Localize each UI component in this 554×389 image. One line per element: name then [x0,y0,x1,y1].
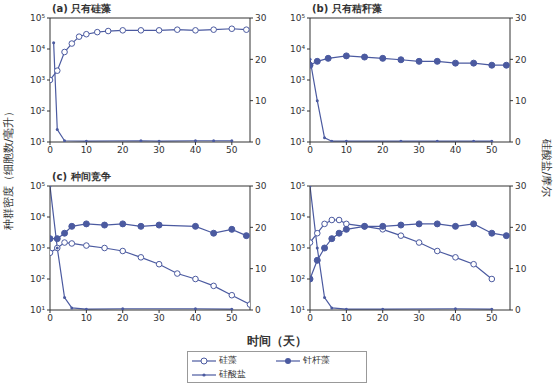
svg-text:10²: 10² [290,274,305,284]
svg-text:20: 20 [377,145,389,155]
svg-text:10³: 10³ [30,243,45,253]
svg-text:30: 30 [255,181,267,191]
svg-text:30: 30 [153,313,165,323]
svg-text:20: 20 [377,313,389,323]
svg-text:40: 40 [450,145,462,155]
svg-text:0: 0 [47,145,53,155]
svg-text:50: 50 [226,313,238,323]
svg-text:10⁵: 10⁵ [30,13,45,23]
html-text:(c) 种间竞争: (c) 种间竞争 [52,171,111,182]
svg-text:10: 10 [255,264,267,274]
svg-text:10⁴: 10⁴ [290,212,305,222]
svg-text:0: 0 [515,305,521,315]
svg-text:10: 10 [341,313,353,323]
svg-text:30: 30 [153,145,165,155]
svg-text:10¹: 10¹ [290,305,305,315]
svg-text:20: 20 [117,145,129,155]
svg-text:30: 30 [515,181,527,191]
svg-text:30: 30 [413,145,425,155]
svg-text:40: 40 [190,145,202,155]
svg-text:0: 0 [47,313,53,323]
svg-text:10²: 10² [30,106,45,116]
svg-text:20: 20 [255,55,267,65]
svg-text:20: 20 [515,55,527,65]
svg-text:10⁴: 10⁴ [30,44,45,54]
svg-text:10: 10 [81,145,93,155]
svg-text:10³: 10³ [30,75,45,85]
svg-text:20: 20 [117,313,129,323]
html-text:时间（天）: 时间（天） [247,334,307,348]
svg-text:10³: 10³ [290,75,305,85]
svg-text:50: 50 [486,145,498,155]
svg-text:10⁵: 10⁵ [290,13,305,23]
svg-text:50: 50 [486,313,498,323]
svg-text:0: 0 [515,137,521,147]
svg-text:10¹: 10¹ [30,137,45,147]
html-text:硅酸盐/摩尔: 硅酸盐/摩尔 [539,138,553,198]
svg-text:10²: 10² [290,106,305,116]
html-text:(a) 只有硅藻: (a) 只有硅藻 [52,3,112,14]
svg-text:10¹: 10¹ [290,137,305,147]
svg-text:20: 20 [255,223,267,233]
svg-text:10: 10 [341,145,353,155]
svg-text:10⁴: 10⁴ [30,212,45,222]
svg-text:10³: 10³ [290,243,305,253]
svg-text:10⁵: 10⁵ [30,181,45,191]
svg-text:0: 0 [255,137,261,147]
svg-text:30: 30 [255,13,267,23]
svg-text:30: 30 [515,13,527,23]
svg-text:10⁴: 10⁴ [290,44,305,54]
svg-text:10: 10 [515,96,527,106]
html-text:针杆藻: 针杆藻 [302,355,330,365]
svg-text:20: 20 [515,223,527,233]
svg-text:0: 0 [255,305,261,315]
svg-text:40: 40 [450,313,462,323]
svg-text:10⁵: 10⁵ [290,181,305,191]
svg-text:10: 10 [81,313,93,323]
svg-text:30: 30 [413,313,425,323]
svg-text:0: 0 [307,313,313,323]
svg-text:0: 0 [307,145,313,155]
svg-text:50: 50 [226,145,238,155]
svg-text:10²: 10² [30,274,45,284]
html-text:硅酸盐: 硅酸盐 [218,369,246,379]
svg-text:40: 40 [190,313,202,323]
html-text:(b) 只有秸秆藻: (b) 只有秸秆藻 [312,3,382,14]
html-text:种群密度（细胞数/毫升）: 种群密度（细胞数/毫升） [1,105,15,231]
svg-text:10¹: 10¹ [30,305,45,315]
svg-text:10: 10 [255,96,267,106]
html-text:硅藻: 硅藻 [218,355,237,365]
svg-text:10: 10 [515,264,527,274]
